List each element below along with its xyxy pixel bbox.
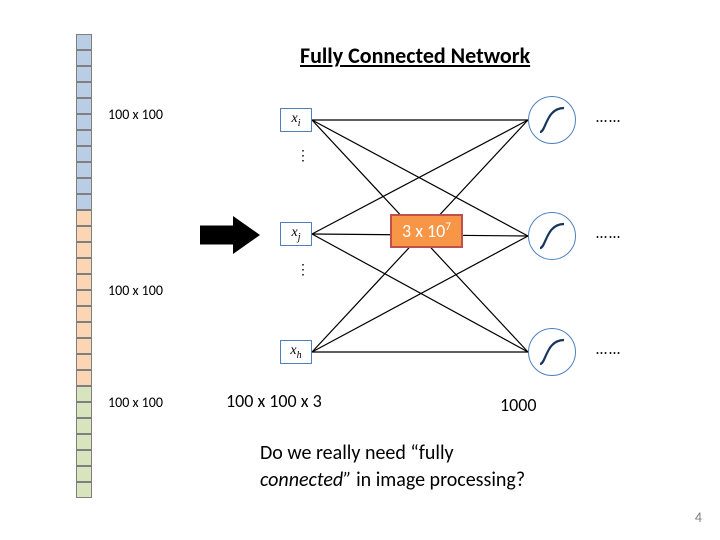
stack-box (76, 130, 92, 146)
stack-box (76, 226, 92, 242)
diagram-title: Fully Connected Network (300, 42, 530, 69)
question-text: Do we really need “fully connected” in i… (260, 440, 525, 494)
stack-box (76, 194, 92, 210)
arrow-shape (200, 216, 260, 254)
edge (312, 234, 528, 352)
stack-box (76, 354, 92, 370)
param-count-badge: 3 x 107 (390, 214, 463, 248)
hidden-neuron-1 (528, 212, 576, 260)
stack-box (76, 466, 92, 482)
vdots-1: ⋮ (296, 262, 310, 274)
hidden-neuron-2 (528, 328, 576, 376)
hdots-0: …… (596, 108, 622, 127)
stack-box (76, 242, 92, 258)
stack-box (76, 98, 92, 114)
stack-box (76, 274, 92, 290)
stack-box (76, 146, 92, 162)
input-label: xi (292, 111, 301, 129)
hdots-2: …… (596, 340, 622, 359)
stack-box (76, 418, 92, 434)
stack-box (76, 162, 92, 178)
hdots-1: …… (596, 224, 622, 243)
hidden-size-label: 1000 (500, 394, 537, 416)
input-node-xi: xi (280, 108, 312, 132)
channel-label-0: 100 x 100 (108, 106, 163, 123)
stack-box (76, 450, 92, 466)
stack-box (76, 50, 92, 66)
input-node-xh: xh (280, 340, 312, 364)
input-label: xj (292, 225, 301, 243)
stack-box (76, 34, 92, 50)
vdots-0: ⋮ (296, 148, 310, 160)
sigmoid-icon (534, 334, 570, 370)
stack-box (76, 210, 92, 226)
stack-box (76, 306, 92, 322)
stack-box (76, 66, 92, 82)
input-size-label: 100 x 100 x 3 (226, 390, 322, 412)
channel-label-2: 100 x 100 (108, 394, 163, 411)
sigmoid-icon (534, 218, 570, 254)
channel-label-1: 100 x 100 (108, 282, 163, 299)
stack-box (76, 290, 92, 306)
stack-box (76, 482, 92, 498)
stack-box (76, 338, 92, 354)
stack-box (76, 370, 92, 386)
sigmoid-icon (534, 102, 570, 138)
stack-box (76, 402, 92, 418)
stack-box (76, 82, 92, 98)
edge (312, 236, 528, 352)
stack-box (76, 434, 92, 450)
stack-box (76, 386, 92, 402)
stack-box (76, 114, 92, 130)
transform-arrow (200, 216, 260, 254)
stack-box (76, 178, 92, 194)
input-label: xh (290, 343, 301, 361)
stack-box (76, 322, 92, 338)
stack-box (76, 258, 92, 274)
slide-number: 4 (695, 509, 702, 526)
param-text: 3 x 107 (402, 220, 451, 242)
hidden-neuron-0 (528, 96, 576, 144)
input-node-xj: xj (280, 222, 312, 246)
